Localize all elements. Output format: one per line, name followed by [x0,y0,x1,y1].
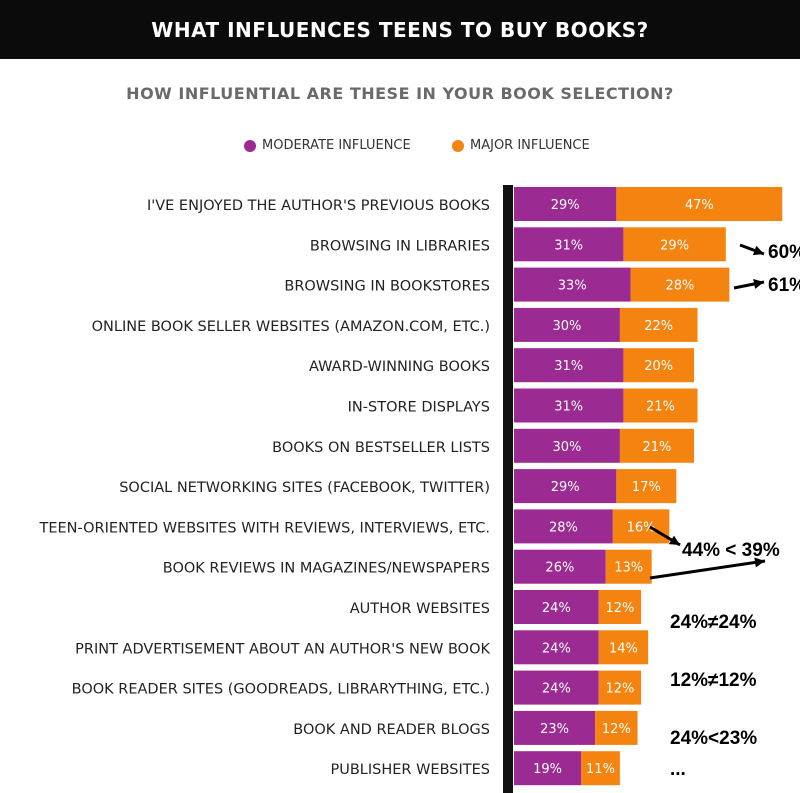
data-label-moderate: 24% [542,601,571,616]
data-label-major: 11% [586,762,615,777]
data-label-moderate: 28% [549,520,578,535]
category-label: BOOK REVIEWS IN MAGAZINES/NEWSPAPERS [163,561,490,577]
legend-swatch-moderate [244,139,256,152]
legend-item-major: MAJOR INFLUENCE [452,138,590,153]
bar-moderate [514,751,582,786]
bar-moderate [514,227,624,262]
data-label-major: 12% [605,682,634,697]
bar-major [605,549,652,584]
bar-moderate [514,348,624,383]
category-label: IN-STORE DISPLAYS [348,400,490,416]
bar-major [616,469,677,504]
data-label-moderate: 24% [542,641,571,656]
legend-label-moderate: MODERATE INFLUENCE [262,138,411,153]
data-label-major: 22% [644,319,673,334]
category-label: BOOKS ON BESTSELLER LISTS [272,440,490,456]
arrow-head [754,557,765,568]
data-label-major: 28% [665,279,694,294]
category-label: I'VE ENJOYED THE AUTHOR'S PREVIOUS BOOKS [147,198,490,214]
data-label-moderate: 31% [554,359,583,374]
category-label: BOOK READER SITES (GOODREADS, LIBRARYTHI… [72,682,490,698]
category-label: AUTHOR WEBSITES [350,601,490,617]
bar-major [581,751,620,786]
data-label-major: 29% [660,238,689,253]
data-label-major: 47% [685,198,714,213]
legend-item-moderate: MODERATE INFLUENCE [244,138,411,153]
annotation-text: 12%≠12% [670,670,757,691]
data-label-major: 13% [614,561,643,576]
arrow-head [752,245,764,256]
arrow-head [668,535,680,545]
data-label-moderate: 29% [551,480,580,495]
category-label: SOCIAL NETWORKING SITES (FACEBOOK, TWITT… [119,480,490,496]
arrow-head [753,279,764,289]
bar-major [623,388,698,423]
bar-major [630,267,730,302]
bar-moderate [514,388,624,423]
data-label-moderate: 23% [540,722,569,737]
annotation-text: 24%≠24% [670,612,757,633]
legend-label-major: MAJOR INFLUENCE [470,138,590,153]
annotation-text: ... [670,759,686,780]
bar-moderate [514,549,606,584]
data-label-moderate: 24% [542,682,571,697]
data-label-major: 14% [609,641,638,656]
data-label-moderate: 31% [554,400,583,415]
banner-title: WHAT INFLUENCES TEENS TO BUY BOOKS? [0,0,800,59]
annotation-text: 24%<23% [670,728,757,749]
bar-major [595,710,638,745]
data-label-moderate: 31% [554,238,583,253]
data-label-major: 21% [643,440,672,455]
bar-moderate [514,590,599,624]
bar-major [623,348,695,383]
bar-moderate [514,710,596,745]
annotation-text: 60% [768,242,800,263]
data-label-major: 21% [646,400,675,415]
bar-major [598,590,642,624]
data-label-major: 20% [644,359,673,374]
annotation-text: 44% < 39% [682,540,780,561]
chart-title: HOW INFLUENTIAL ARE THESE IN YOUR BOOK S… [126,84,674,103]
axis-line [503,185,513,793]
bar-major [619,428,695,463]
bar-moderate [514,670,599,705]
data-label-moderate: 19% [533,762,562,777]
data-label-major: 16% [627,520,656,535]
legend: MODERATE INFLUENCE MAJOR INFLUENCE [0,138,800,158]
bar-moderate [514,428,620,463]
data-label-moderate: 29% [551,198,580,213]
category-label: BOOK AND READER BLOGS [293,722,490,738]
bar-moderate [514,469,617,504]
bar-major [619,307,698,342]
bar-moderate [514,509,613,544]
data-label-major: 17% [632,480,661,495]
data-label-moderate: 30% [552,319,581,334]
bar-moderate [514,307,620,342]
data-label-moderate: 26% [545,561,574,576]
bar-major [623,227,726,262]
bar-major [612,509,670,544]
bar-moderate [514,267,631,302]
bar-moderate [514,630,599,665]
arrow-line [649,559,766,580]
bar-moderate [514,187,617,221]
category-label: BROWSING IN BOOKSTORES [284,279,490,295]
bar-major [616,187,783,221]
annotation-text: 61% [768,275,800,296]
category-label: PRINT ADVERTISEMENT ABOUT AN AUTHOR'S NE… [75,641,490,657]
data-label-moderate: 33% [558,279,587,294]
legend-swatch-major [452,139,464,152]
bar-major [598,670,642,705]
data-label-moderate: 30% [552,440,581,455]
category-label: AWARD-WINNING BOOKS [309,359,490,375]
data-label-major: 12% [602,722,631,737]
data-label-major: 12% [605,601,634,616]
category-label: ONLINE BOOK SELLER WEBSITES (AMAZON.COM,… [92,319,490,335]
category-label: PUBLISHER WEBSITES [330,762,490,778]
category-label: BROWSING IN LIBRARIES [310,238,490,254]
category-label: TEEN-ORIENTED WEBSITES WITH REVIEWS, INT… [38,520,490,536]
bar-major [598,630,649,665]
